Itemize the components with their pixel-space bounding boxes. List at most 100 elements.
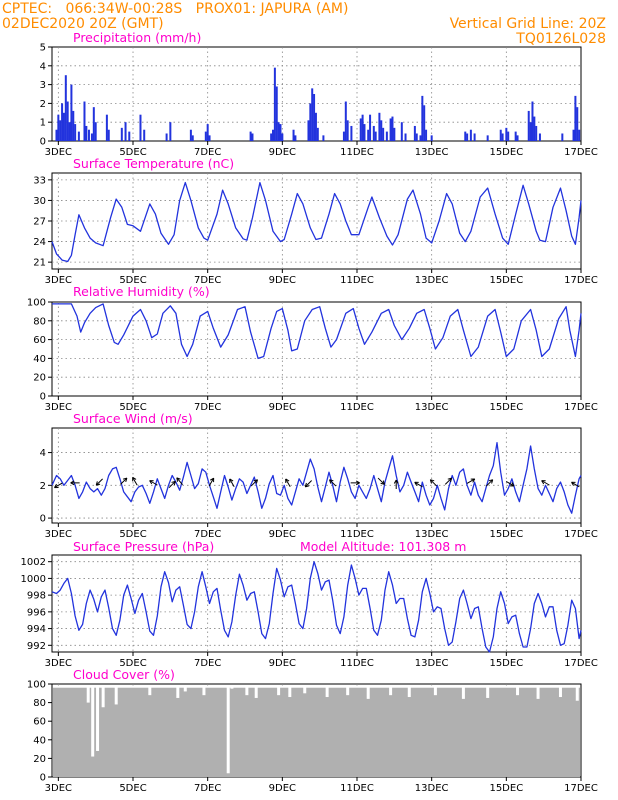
- x-tick-label: 13DEC: [415, 402, 449, 413]
- x-tick-label: 13DEC: [415, 783, 449, 794]
- wind-arrow-head: [132, 476, 137, 480]
- precip-bar: [507, 131, 510, 141]
- precip-bar: [516, 135, 519, 141]
- y-tick-label: 0: [40, 773, 46, 784]
- panel-frame: [51, 172, 582, 270]
- wind-arrow-head: [382, 480, 385, 485]
- precip-bar: [380, 120, 383, 141]
- precip-bar: [139, 114, 142, 141]
- precip-bar: [363, 124, 366, 141]
- wind-arrow: [168, 480, 176, 489]
- wind-arrow: [571, 481, 580, 488]
- y-tick-label: 0: [40, 137, 46, 148]
- precip-bar: [361, 114, 364, 141]
- series-line: [52, 303, 582, 360]
- precip-bar: [473, 133, 476, 141]
- precip-bar: [59, 120, 62, 141]
- precip-bar: [275, 86, 278, 141]
- precip-bar: [391, 116, 394, 141]
- precip-bar: [419, 135, 422, 141]
- cloud-cover-gap: [202, 687, 206, 696]
- cloud-cover-gap: [86, 687, 90, 703]
- wind-arrow: [54, 482, 63, 489]
- wind-arrow-head: [329, 479, 334, 482]
- wind-arrow-head: [429, 479, 432, 484]
- precip-bar: [535, 125, 538, 141]
- cloud-cover-gap: [114, 687, 118, 705]
- y-tick-label: 33: [33, 175, 46, 186]
- cloud-cover-gap: [516, 687, 520, 696]
- cloud-cover-gap: [277, 687, 281, 696]
- cloud-cover-gap: [575, 687, 579, 701]
- precip-bar: [206, 124, 209, 141]
- panel-frame: [51, 554, 582, 653]
- y-tick-label: 30: [33, 196, 46, 207]
- precip-bar: [359, 118, 362, 141]
- wind-arrow-head: [176, 477, 179, 482]
- wind-arrow-head: [447, 477, 452, 480]
- cloud-cover-gap: [325, 687, 329, 698]
- wind-arrow-head: [511, 482, 515, 487]
- precip-bar: [277, 122, 280, 141]
- x-tick-label: 7DEC: [194, 275, 221, 286]
- x-tick-label: 15DEC: [489, 275, 523, 286]
- y-tick-label: 20: [33, 754, 46, 765]
- y-tick-label: 998: [27, 591, 46, 602]
- precip-bar: [314, 112, 317, 141]
- x-tick-label: 9DEC: [269, 783, 296, 794]
- cloud-cover-gap: [486, 687, 490, 698]
- cloud-cover-gap: [303, 687, 307, 694]
- x-tick-label: 15DEC: [489, 529, 523, 540]
- y-tick-label: 1: [40, 118, 46, 129]
- x-tick-label: 9DEC: [269, 402, 296, 413]
- wind-arrow-head: [355, 482, 360, 486]
- y-tick-label: 40: [33, 735, 46, 746]
- cloud-cover-gap: [536, 687, 540, 699]
- precip-bar: [486, 135, 489, 141]
- cloud-cover-gap: [254, 687, 258, 698]
- wind-arrow-head: [95, 481, 98, 486]
- series-line: [51, 442, 582, 514]
- x-tick-label: 11DEC: [340, 147, 374, 158]
- cloud-cover-gap: [183, 687, 187, 692]
- cloud-cover-gap: [433, 687, 437, 696]
- wind-arrow-head: [472, 478, 476, 483]
- precip-bar: [421, 95, 424, 141]
- precip-bar: [561, 133, 564, 141]
- precip-bar: [74, 124, 77, 141]
- cloud-cover-gap: [366, 687, 370, 699]
- y-tick-label: 0: [40, 392, 46, 403]
- x-tick-label: 7DEC: [194, 529, 221, 540]
- precip-bar: [415, 133, 418, 141]
- precip-bar: [393, 127, 396, 141]
- x-tick-label: 13DEC: [415, 658, 449, 669]
- cloud-cover-gap: [558, 687, 562, 698]
- precip-bar: [389, 118, 392, 141]
- cloud-cover-gap: [91, 687, 95, 757]
- y-tick-label: 24: [33, 237, 46, 248]
- x-tick-label: 9DEC: [269, 275, 296, 286]
- precip-bar: [309, 103, 312, 141]
- precip-bar: [378, 112, 381, 141]
- wind-arrow-head: [125, 477, 128, 483]
- precip-bar: [538, 133, 541, 141]
- x-tick-label: 3DEC: [45, 529, 72, 540]
- wind-arrow-head: [209, 477, 214, 481]
- wind-arrow: [329, 479, 337, 487]
- precip-bar: [68, 122, 71, 141]
- precip-bar: [367, 129, 370, 141]
- precip-bar: [576, 107, 579, 141]
- y-tick-label: 2: [40, 99, 46, 110]
- wind-arrow-head: [414, 481, 418, 486]
- wind-arrow-head: [393, 479, 397, 484]
- wind-arrow-head: [430, 479, 435, 482]
- wind-arrow-head: [70, 482, 75, 486]
- cloud-cover-gap: [176, 687, 180, 698]
- precip-bar: [270, 133, 273, 141]
- precip-bar: [372, 125, 375, 141]
- precip-bar: [574, 95, 577, 141]
- x-tick-label: 17DEC: [564, 402, 598, 413]
- precip-bar: [430, 135, 433, 141]
- precip-bar: [61, 103, 64, 141]
